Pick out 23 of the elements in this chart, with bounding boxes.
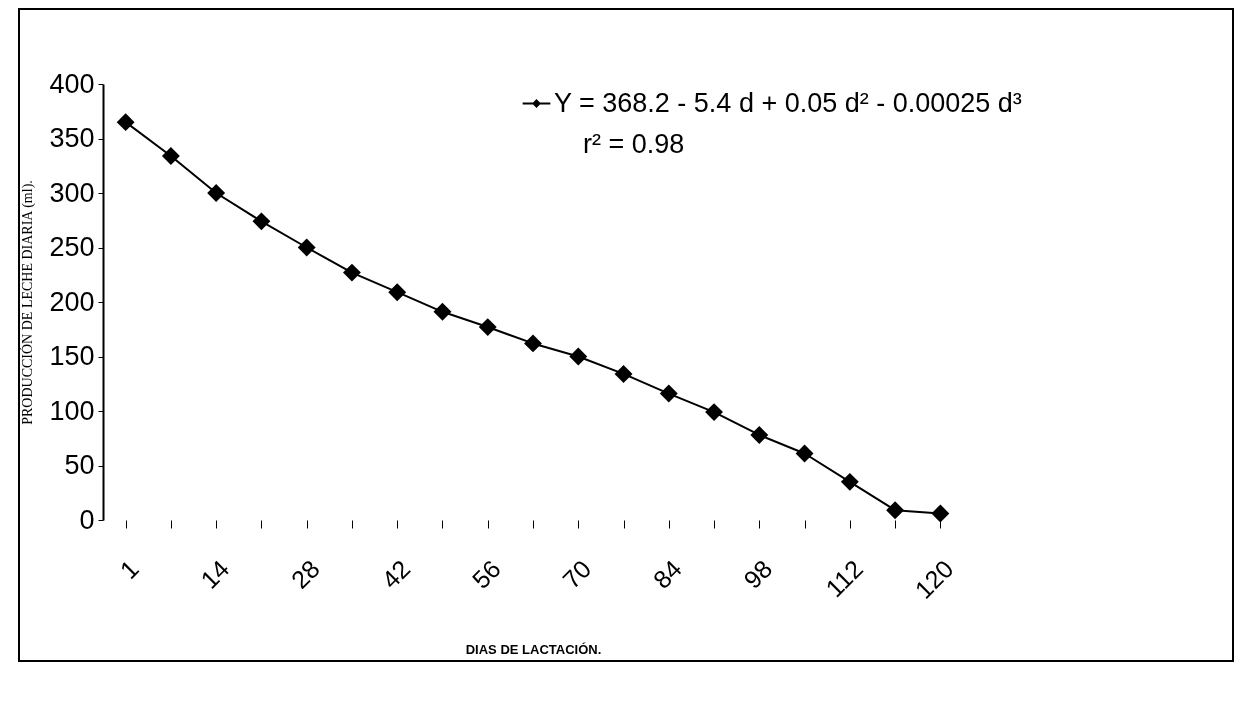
- y-tick-label: 50: [64, 450, 95, 480]
- y-axis-title: PRODUCCIÓN DE LECHE DIARIA (ml).: [19, 180, 37, 425]
- x-tick-label: 84: [647, 554, 688, 594]
- x-tick-label: 70: [556, 554, 597, 594]
- x-tick-label: 14: [194, 554, 235, 594]
- y-tick-label: 400: [49, 68, 95, 99]
- y-tick-label: 0: [79, 504, 95, 535]
- legend-label: Y = 368.2 - 5.4 d + 0.05 d² - 0.00025 d³: [554, 87, 1022, 118]
- x-tick-label: 112: [820, 554, 869, 603]
- y-tick-label: 100: [49, 395, 95, 426]
- x-tick-label: 42: [375, 554, 416, 594]
- x-tick-label: 1: [114, 554, 144, 585]
- annotation: r² = 0.98: [583, 129, 685, 159]
- x-tick-label: 56: [466, 554, 506, 594]
- y-tick-label: 300: [49, 177, 95, 208]
- y-tick-label: 200: [49, 286, 95, 317]
- y-tick-label: 350: [49, 123, 95, 153]
- x-tick-label: 98: [738, 554, 778, 594]
- x-tick-label: 120: [909, 554, 959, 604]
- y-tick-label: 150: [49, 341, 95, 371]
- x-axis-title: DIAS DE LACTACIÓN.: [465, 641, 602, 657]
- x-tick-label: 28: [285, 554, 325, 594]
- y-tick-label: 250: [49, 232, 95, 262]
